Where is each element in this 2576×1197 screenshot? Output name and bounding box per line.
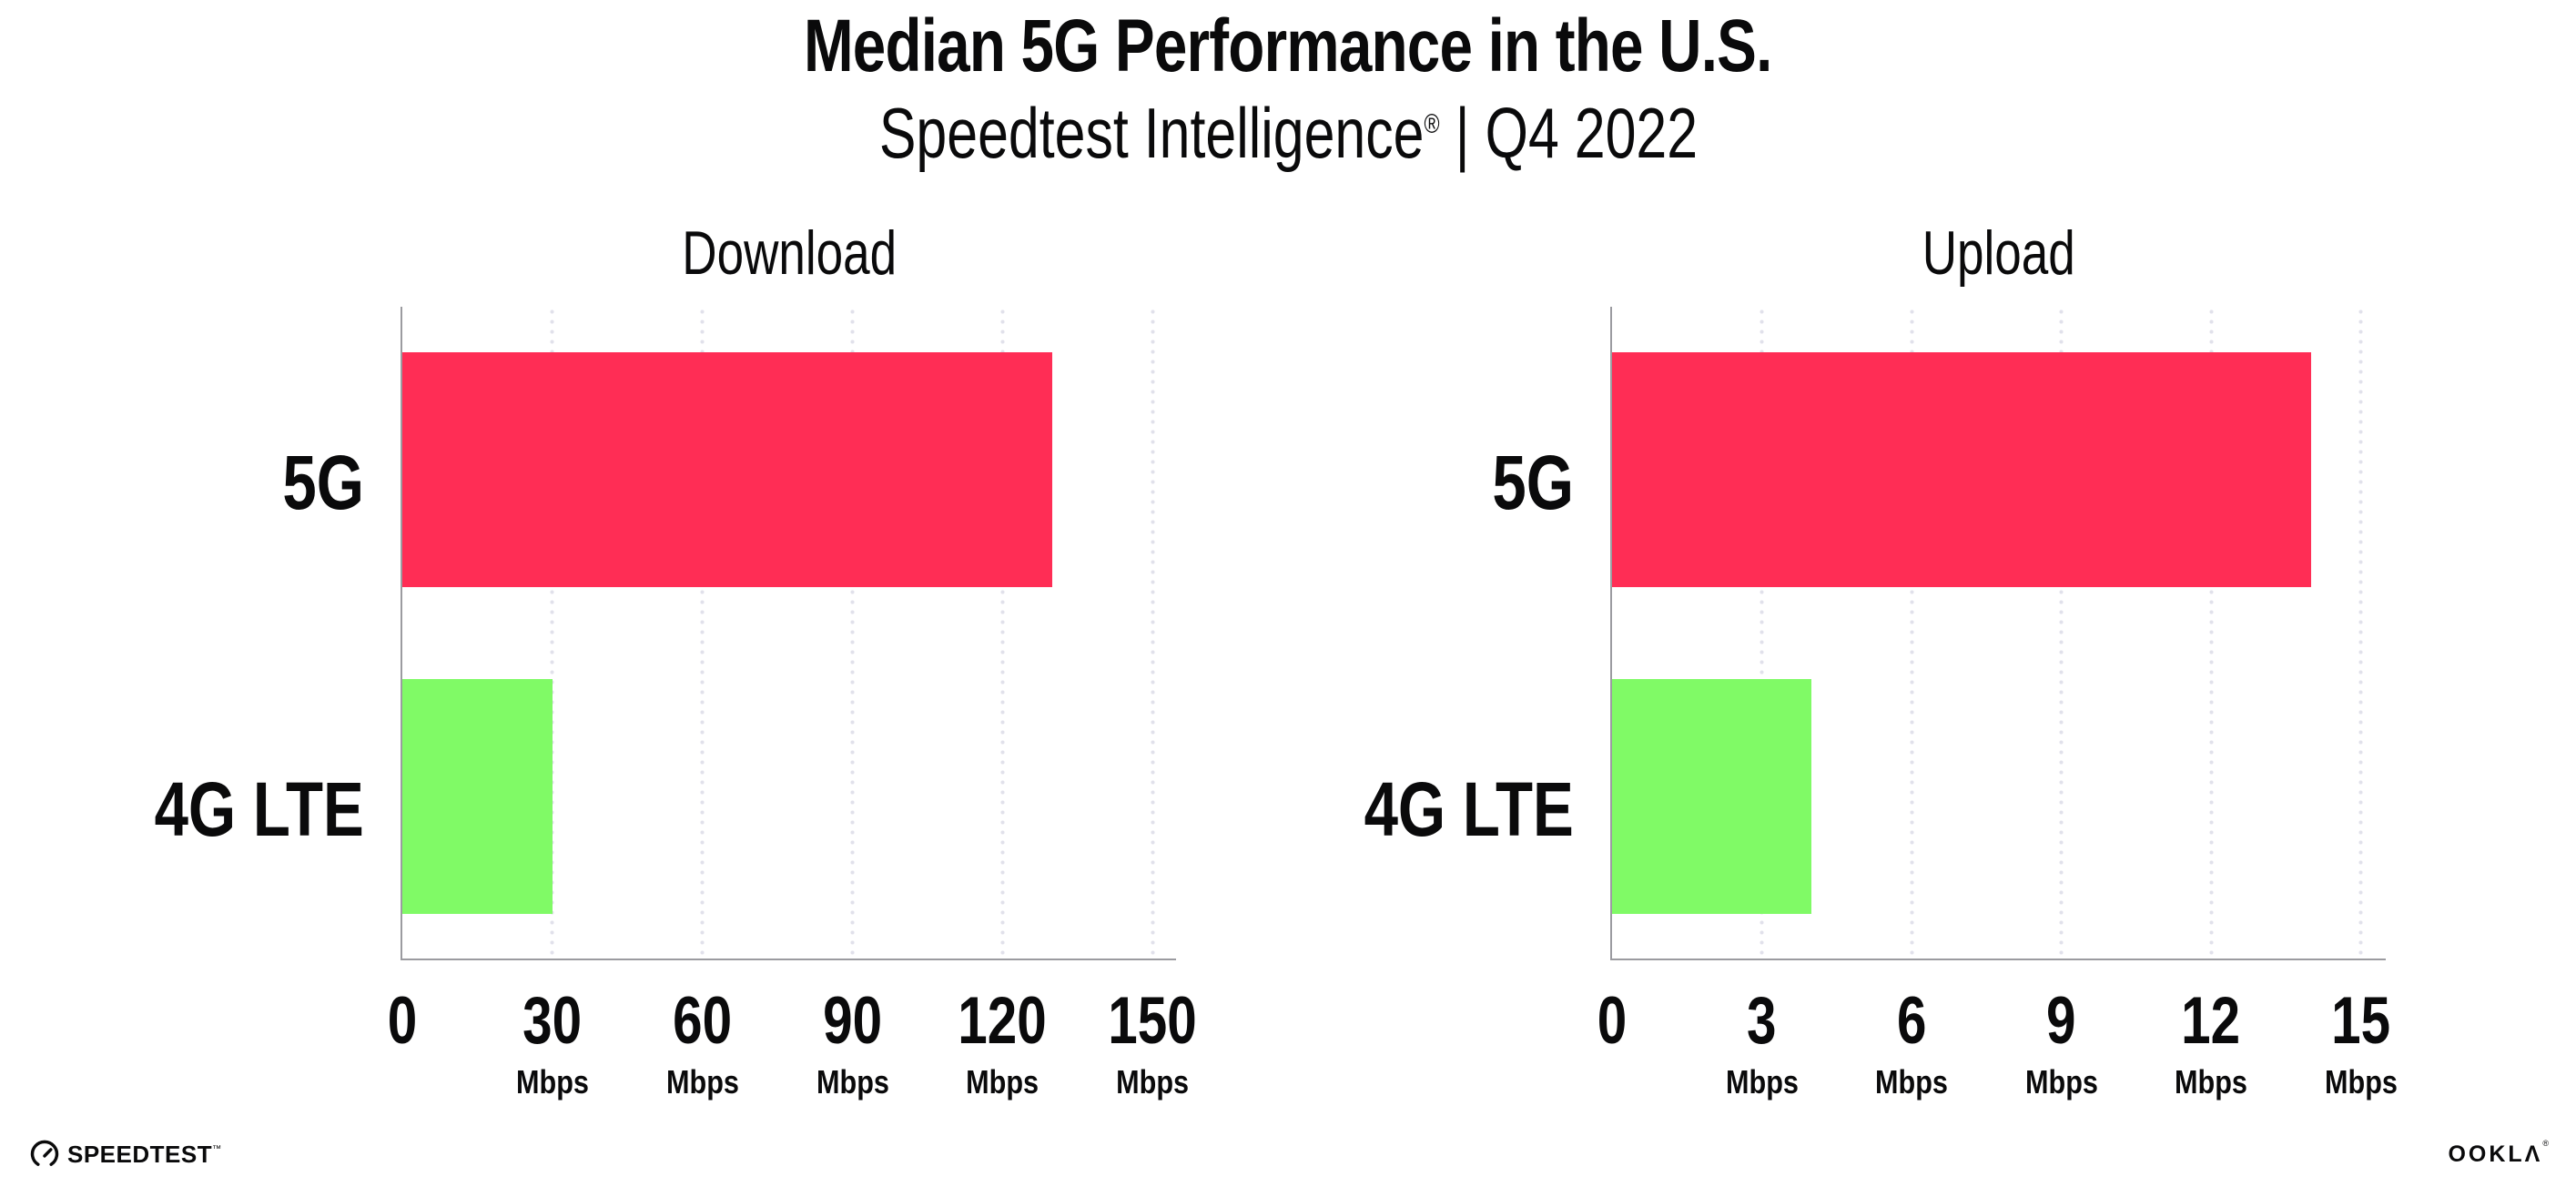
page-subtitle: Speedtest Intelligence® | Q4 2022 bbox=[0, 93, 2576, 175]
x-tick-120: 120 Mbps bbox=[947, 988, 1058, 1099]
category-label-text: 5G bbox=[1492, 440, 1574, 525]
x-tick-value: 120 bbox=[958, 984, 1048, 1058]
gridline-6-mbps bbox=[1909, 307, 1914, 959]
gridline-9-mbps bbox=[2059, 307, 2064, 959]
x-tick-unit: Mbps bbox=[1875, 1063, 1948, 1101]
x-tick-value: 15 bbox=[2331, 984, 2391, 1058]
trademark-icon: ™ bbox=[212, 1143, 222, 1154]
registered-trademark-icon: ® bbox=[1424, 109, 1440, 139]
x-tick-value: 9 bbox=[2046, 984, 2076, 1058]
x-tick-unit: Mbps bbox=[816, 1063, 889, 1101]
bar-5g-upload bbox=[1612, 352, 2311, 587]
registered-trademark-icon: ® bbox=[2542, 1139, 2549, 1148]
upload-chart: Upload 5G 4G LTE 0 3 Mbps 6 Mbps 9 Mbps 12 Mbps 15 M… bbox=[1364, 222, 2398, 1099]
gridline-60-mbps bbox=[700, 307, 705, 959]
x-tick-unit: Mbps bbox=[1116, 1063, 1190, 1101]
x-tick-value: 30 bbox=[522, 984, 583, 1058]
x-tick-unit: Mbps bbox=[665, 1063, 739, 1101]
gridline-90-mbps bbox=[850, 307, 855, 959]
upload-chart-title: Upload bbox=[1922, 218, 2076, 288]
x-tick-value: 0 bbox=[387, 984, 418, 1058]
x-tick-unit: Mbps bbox=[966, 1063, 1040, 1101]
x-tick-15: 15 Mbps bbox=[2318, 988, 2404, 1099]
category-label-text: 4G LTE bbox=[1364, 766, 1574, 852]
subtitle-brand: Speedtest Intelligence bbox=[878, 93, 1425, 173]
x-tick-90: 90 Mbps bbox=[810, 988, 896, 1099]
category-label-4g-lte: 4G LTE bbox=[102, 771, 364, 847]
category-label-5g: 5G bbox=[262, 444, 364, 521]
x-tick-value: 60 bbox=[673, 984, 733, 1058]
speedtest-logo: SPEEDTEST ™ bbox=[30, 1140, 221, 1169]
x-tick-value: 90 bbox=[823, 984, 882, 1058]
ookla-logo: OOKLΛ® bbox=[2448, 1140, 2549, 1167]
subtitle-divider: | bbox=[1455, 93, 1470, 173]
category-label-text: 4G LTE bbox=[154, 766, 364, 852]
upload-plot-area: 5G 4G LTE 0 3 Mbps 6 Mbps 9 Mbps 12 Mbps 15 Mbps bbox=[1364, 307, 2398, 1099]
x-tick-value: 12 bbox=[2181, 984, 2241, 1058]
page-title: Median 5G Performance in the U.S. bbox=[0, 5, 2576, 87]
x-tick-value: 150 bbox=[1108, 984, 1197, 1058]
category-label-text: 5G bbox=[282, 440, 364, 525]
x-tick-30: 30 Mbps bbox=[510, 988, 595, 1099]
category-label-4g-lte: 4G LTE bbox=[1312, 771, 1574, 847]
x-tick-150: 150 Mbps bbox=[1097, 988, 1208, 1099]
gridline-15-mbps bbox=[2358, 307, 2364, 959]
gridline-30-mbps bbox=[550, 307, 555, 959]
bar-4g-lte-upload bbox=[1612, 679, 1812, 914]
download-chart: Download 5G 4G LTE 0 30 Mbps 60 Mbps 90 Mbps 120 M… bbox=[155, 222, 1197, 1099]
ookla-wordmark: OOKLΛ bbox=[2448, 1141, 2543, 1167]
x-tick-unit: Mbps bbox=[2175, 1063, 2248, 1101]
x-tick-6: 6 Mbps bbox=[1869, 988, 1954, 1099]
x-tick-value: 6 bbox=[1896, 984, 1927, 1058]
page-title-text: Median 5G Performance in the U.S. bbox=[804, 5, 1772, 87]
x-tick-value: 3 bbox=[1747, 984, 1777, 1058]
bar-5g-download bbox=[402, 352, 1053, 587]
x-tick-12: 12 Mbps bbox=[2168, 988, 2254, 1099]
subtitle-quarter: Q4 2022 bbox=[1485, 93, 1698, 173]
category-label-5g: 5G bbox=[1472, 444, 1574, 521]
gridline-12-mbps bbox=[2208, 307, 2214, 959]
x-tick-unit: Mbps bbox=[2324, 1063, 2398, 1101]
x-tick-9: 9 Mbps bbox=[2019, 988, 2104, 1099]
x-tick-60: 60 Mbps bbox=[660, 988, 745, 1099]
gridline-150-mbps bbox=[1150, 307, 1155, 959]
speedtest-wordmark: SPEEDTEST bbox=[67, 1141, 213, 1168]
x-tick-unit: Mbps bbox=[515, 1063, 589, 1101]
gridline-3-mbps bbox=[1760, 307, 1765, 959]
x-tick-3: 3 Mbps bbox=[1719, 988, 1805, 1099]
speedtest-gauge-icon bbox=[30, 1140, 59, 1166]
x-tick-unit: Mbps bbox=[2024, 1063, 2098, 1101]
gridline-120-mbps bbox=[999, 307, 1005, 959]
download-chart-title: Download bbox=[682, 218, 897, 288]
x-tick-value: 0 bbox=[1597, 984, 1628, 1058]
download-plot-area: 5G 4G LTE 0 30 Mbps 60 Mbps 90 Mbps 120 Mbps 150 Mbp… bbox=[155, 307, 1197, 1099]
x-tick-0: 0 bbox=[1594, 988, 1631, 1054]
x-tick-unit: Mbps bbox=[1725, 1063, 1799, 1101]
x-tick-0: 0 bbox=[384, 988, 421, 1054]
bar-4g-lte-download bbox=[402, 679, 553, 914]
